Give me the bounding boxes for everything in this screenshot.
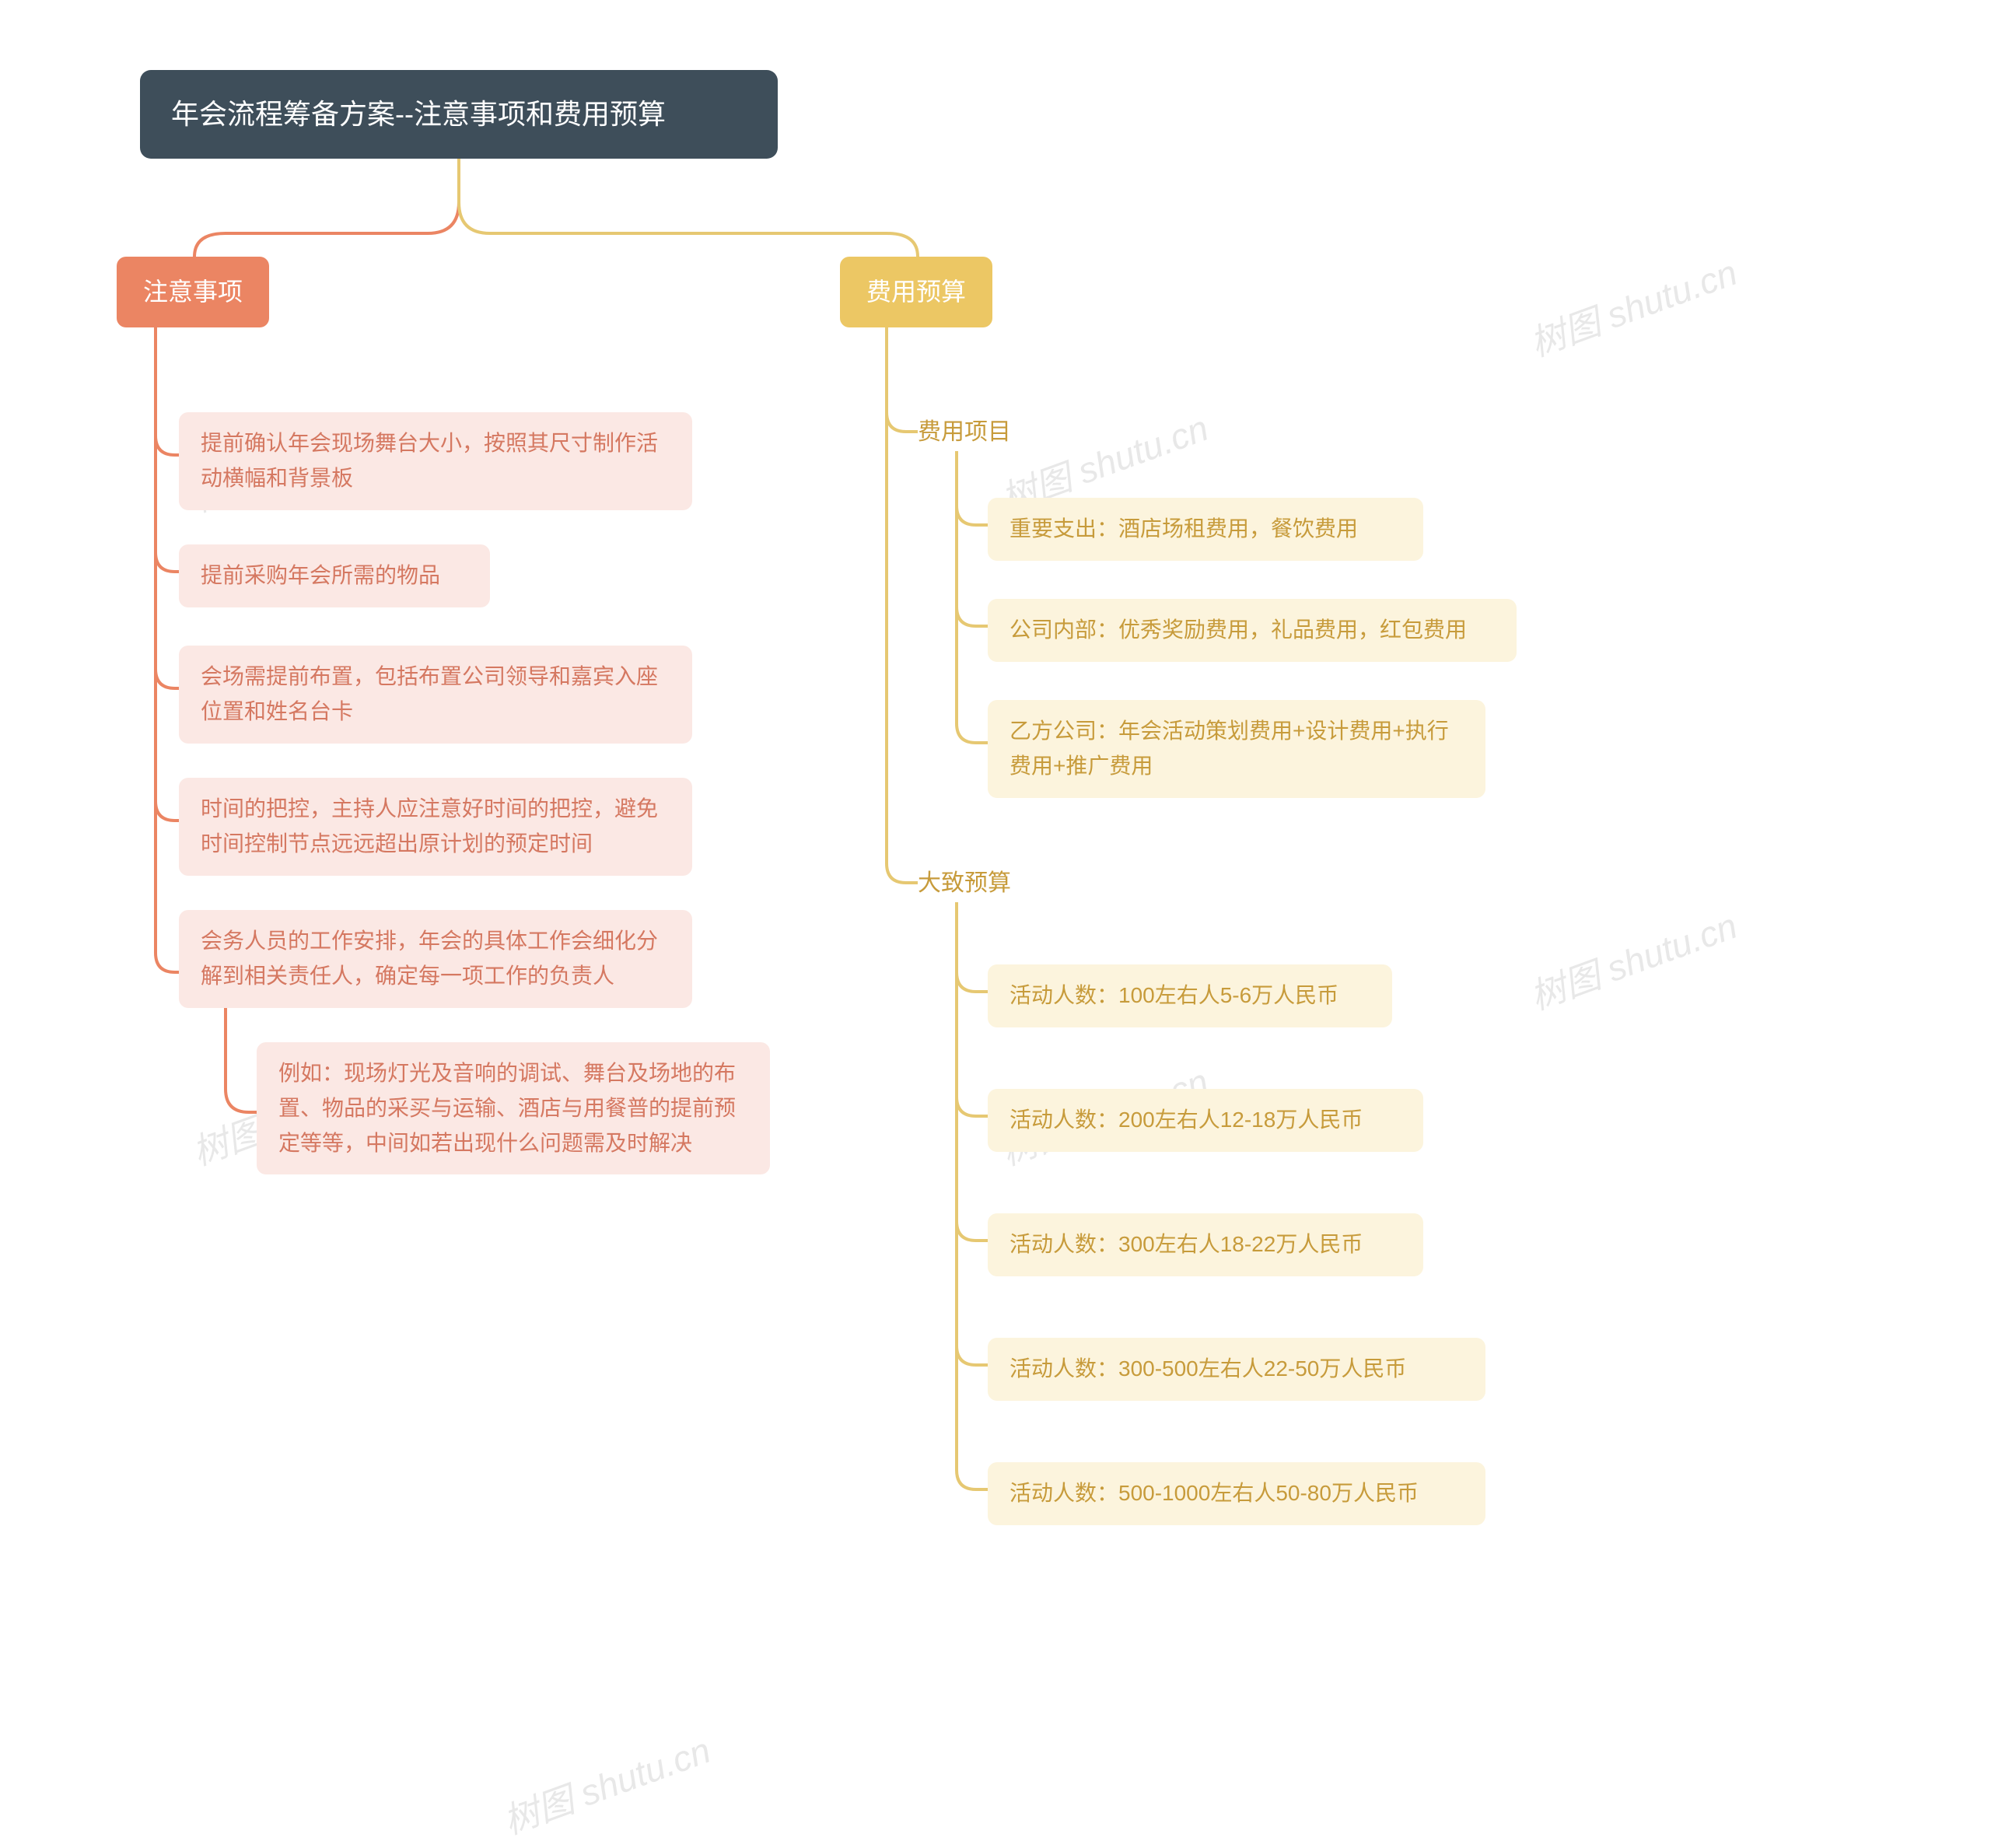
cat2-label: 大致预算: [918, 863, 1011, 898]
cat2-item-0: 活动人数：100左右人5-6万人民币: [988, 964, 1392, 1027]
watermark: 树图 shutu.cn: [1522, 244, 1743, 366]
left-item-0: 提前确认年会现场舞台大小，按照其尺寸制作活动横幅和背景板: [179, 412, 692, 510]
left-item-3: 时间的把控，主持人应注意好时间的把控，避免时间控制节点远远超出原计划的预定时间: [179, 778, 692, 876]
cat1-item-2: 乙方公司：年会活动策划费用+设计费用+执行费用+推广费用: [988, 700, 1485, 798]
left-item-2: 会场需提前布置，包括布置公司领导和嘉宾入座位置和姓名台卡: [179, 646, 692, 744]
left-item-4: 会务人员的工作安排，年会的具体工作会细化分解到相关责任人，确定每一项工作的负责人: [179, 910, 692, 1008]
cat1-item-1: 公司内部：优秀奖励费用，礼品费用，红包费用: [988, 599, 1517, 662]
root-node: 年会流程筹备方案--注意事项和费用预算: [140, 70, 778, 159]
cat1-item-0: 重要支出：酒店场租费用，餐饮费用: [988, 498, 1423, 561]
cat2-item-1: 活动人数：200左右人12-18万人民币: [988, 1089, 1423, 1152]
left-item-1: 提前采购年会所需的物品: [179, 544, 490, 607]
watermark: 树图 shutu.cn: [495, 1722, 716, 1844]
left-sub-item: 例如：现场灯光及音响的调试、舞台及场地的布置、物品的采买与运输、酒店与用餐普的提…: [257, 1042, 770, 1174]
cat2-item-4: 活动人数：500-1000左右人50-80万人民币: [988, 1462, 1485, 1525]
branch-left: 注意事项: [117, 257, 269, 327]
cat2-item-2: 活动人数：300左右人18-22万人民币: [988, 1213, 1423, 1276]
watermark: 树图 shutu.cn: [1522, 898, 1743, 1020]
cat2-item-3: 活动人数：300-500左右人22-50万人民币: [988, 1338, 1485, 1401]
cat1-label: 费用项目: [918, 412, 1011, 446]
branch-right: 费用预算: [840, 257, 992, 327]
